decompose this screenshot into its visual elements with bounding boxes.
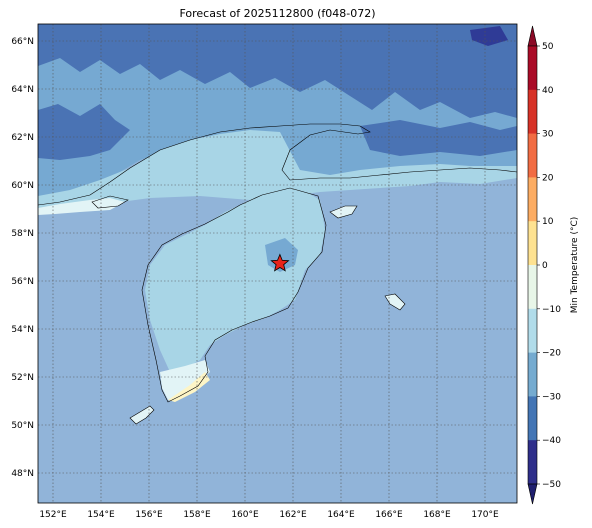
- colorbar-tick-label: −10: [542, 305, 561, 315]
- colorbar-tick-label: 30: [542, 130, 554, 140]
- temperature-band-deep: [38, 24, 517, 118]
- colorbar-segment: [528, 133, 537, 178]
- map-frame: [37, 23, 518, 504]
- lat-tick-label: 52°N: [11, 373, 34, 383]
- lat-tick-label: 64°N: [11, 85, 34, 95]
- island-fill: [130, 406, 154, 424]
- lon-tick-label: 164°E: [327, 510, 355, 520]
- map-title: Forecast of 2025112800 (f048-072): [179, 7, 376, 20]
- lat-tick-label: 66°N: [11, 37, 34, 47]
- colorbar-tick-label: −40: [542, 436, 561, 446]
- colorbar: 50 40 30 20 10 0 −10 −20 −30 −40 −50: [527, 25, 561, 505]
- colorbar-tick-label: 10: [542, 217, 554, 227]
- lon-tick-label: 160°E: [231, 510, 259, 520]
- colorbar-tick-label: 40: [542, 86, 554, 96]
- colorbar-segment: [528, 177, 537, 222]
- island-fill: [330, 206, 357, 218]
- lon-tick-label: 162°E: [279, 510, 307, 520]
- temperature-band-light: [38, 130, 517, 212]
- longitude-ticks: 152°E 154°E 156°E 158°E 160°E 162°E 164°…: [39, 510, 499, 520]
- temperature-band-deep: [360, 120, 517, 156]
- gridlines: [38, 24, 517, 503]
- colorbar-tick-label: −50: [542, 480, 561, 490]
- temperature-band-warm: [168, 372, 210, 402]
- lat-tick-label: 56°N: [11, 277, 34, 287]
- lon-tick-label: 168°E: [423, 510, 451, 520]
- colorbar-segment: [528, 396, 537, 441]
- colorbar-extend-min: [527, 483, 538, 505]
- lon-tick-label: 170°E: [471, 510, 499, 520]
- temperature-band-pale: [160, 360, 210, 400]
- colorbar-extend-max: [527, 25, 538, 47]
- lon-tick-label: 152°E: [39, 510, 67, 520]
- colorbar-segment: [528, 265, 537, 310]
- location-star-icon: [270, 253, 290, 272]
- lon-tick-label: 158°E: [183, 510, 211, 520]
- temperature-band-light: [145, 188, 325, 372]
- colorbar-segment: [528, 89, 537, 134]
- colorbar-tick-label: −20: [542, 349, 561, 359]
- colorbar-segment: [528, 440, 537, 485]
- lat-tick-label: 54°N: [11, 325, 34, 335]
- lat-tick-label: 58°N: [11, 229, 34, 239]
- colorbar-segment: [528, 352, 537, 397]
- temperature-band-deep: [38, 104, 130, 160]
- lat-tick-label: 62°N: [11, 133, 34, 143]
- temperature-band-mid: [265, 238, 298, 272]
- colorbar-segment: [528, 221, 537, 266]
- colorbar-label: Min Temperature (°C): [570, 217, 580, 314]
- lon-tick-label: 166°E: [375, 510, 403, 520]
- map-area: [38, 24, 517, 503]
- colorbar-tick-label: 50: [542, 42, 554, 52]
- lat-tick-label: 50°N: [11, 421, 34, 431]
- lat-tick-label: 60°N: [11, 181, 34, 191]
- colorbar-tick-label: 0: [542, 261, 548, 271]
- lon-tick-label: 156°E: [135, 510, 163, 520]
- colorbar-tick-label: 20: [542, 173, 554, 183]
- island-fill: [385, 294, 405, 310]
- latitude-ticks: 66°N 64°N 62°N 60°N 58°N 56°N 54°N 52°N …: [11, 37, 34, 479]
- lon-tick-label: 154°E: [87, 510, 115, 520]
- temperature-band-pale: [38, 198, 125, 215]
- colorbar-tick-label: −30: [542, 392, 561, 402]
- colorbar-segment: [528, 308, 537, 353]
- coastline: [38, 123, 517, 425]
- colorbar-segment: [528, 46, 537, 91]
- lat-tick-label: 48°N: [11, 469, 34, 479]
